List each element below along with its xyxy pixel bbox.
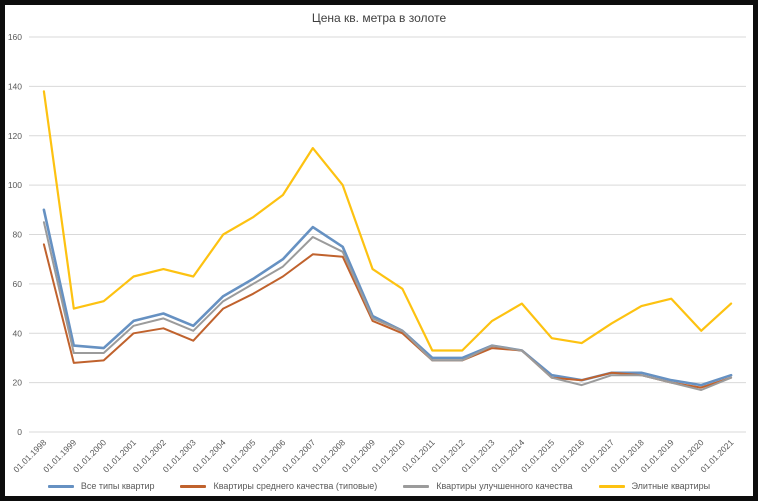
legend-item-elite: Элитные квартиры [598,481,711,491]
svg-text:120: 120 [8,131,22,141]
svg-text:160: 160 [8,32,22,42]
svg-text:20: 20 [13,378,23,388]
legend-label: Элитные квартиры [631,481,711,491]
chart-title: Цена кв. метра в золоте [311,11,447,25]
legend-line-swatch-blue [47,484,74,488]
legend-label: Квартиры среднего качества (типовые) [213,481,378,491]
svg-text:40: 40 [13,328,23,338]
chart-legend: Все типы квартир Квартиры среднего качес… [5,481,753,491]
legend-label: Квартиры улучшенного качества [436,481,573,491]
svg-text:60: 60 [13,279,23,289]
legend-item-improved-quality: Квартиры улучшенного качества [403,481,573,491]
legend-line-swatch-gray [403,484,430,488]
legend-item-all-types: Все типы квартир [47,481,155,491]
svg-text:100: 100 [8,180,22,190]
legend-item-medium-quality: Квартиры среднего качества (типовые) [180,481,377,491]
legend-line-swatch-orange [180,484,207,488]
line-chart-plot-area: 02040608010012014016001.01.199801.01.199… [8,32,746,474]
svg-text:80: 80 [13,230,23,240]
legend-line-swatch-yellow [598,484,625,488]
svg-text:140: 140 [8,81,22,91]
legend-label: Все типы квартир [80,481,155,491]
svg-text:0: 0 [17,427,22,437]
